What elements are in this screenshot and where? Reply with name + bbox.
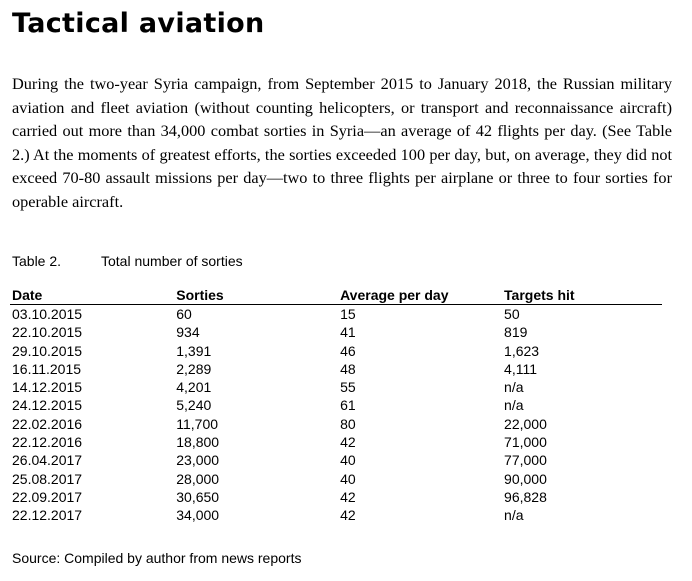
cell-date: 16.11.2015 <box>12 360 82 377</box>
cell-date: 22.02.2016 <box>12 415 83 432</box>
cell-average-per-day: 41 <box>340 324 356 341</box>
table-row: 16.11.2015 2,289 48 4,111 <box>10 360 662 378</box>
table-row: 22.12.2017 34,000 42 n/a <box>10 506 662 524</box>
cell-date: 22.12.2016 <box>12 434 83 451</box>
cell-date: 29.10.2015 <box>12 342 83 359</box>
cell-date: 14.12.2015 <box>12 379 83 396</box>
page-title: Tactical aviation <box>12 8 265 39</box>
cell-sorties: 934 <box>176 324 200 341</box>
cell-targets-hit: 77,000 <box>504 452 547 469</box>
cell-targets-hit: n/a <box>504 397 524 414</box>
cell-targets-hit: n/a <box>504 507 524 524</box>
cell-sorties: 60 <box>176 306 192 322</box>
cell-sorties: 18,800 <box>176 434 220 451</box>
cell-targets-hit: n/a <box>504 379 524 396</box>
cell-average-per-day: 46 <box>340 342 356 359</box>
source-note: Source: Compiled by author from news rep… <box>12 550 302 566</box>
cell-sorties: 2,289 <box>176 360 212 377</box>
cell-targets-hit: 4,111 <box>504 360 537 377</box>
header-targets-hit: Targets hit <box>502 287 662 305</box>
table-row: 24.12.2015 5,240 61 n/a <box>10 396 662 414</box>
cell-date: 03.10.2015 <box>12 306 83 322</box>
table-row: 25.08.2017 28,000 40 90,000 <box>10 470 662 488</box>
cell-average-per-day: 15 <box>340 306 356 322</box>
cell-average-per-day: 40 <box>340 470 356 487</box>
cell-average-per-day: 61 <box>340 397 356 414</box>
header-average-per-day: Average per day <box>338 287 503 305</box>
body-paragraph: During the two-year Syria campaign, from… <box>12 74 672 211</box>
table-row: 22.12.2016 18,800 42 71,000 <box>10 433 662 451</box>
cell-date: 22.12.2017 <box>12 507 83 524</box>
cell-sorties: 11,700 <box>176 415 219 432</box>
cell-date: 22.10.2015 <box>12 324 83 341</box>
cell-date: 26.04.2017 <box>12 452 83 469</box>
header-sorties: Sorties <box>174 287 339 305</box>
table-row: 22.09.2017 30,650 42 96,828 <box>10 488 662 506</box>
cell-date: 24.12.2015 <box>12 397 83 414</box>
cell-average-per-day: 42 <box>340 488 356 505</box>
cell-average-per-day: 40 <box>340 452 356 469</box>
cell-average-per-day: 48 <box>340 360 356 377</box>
cell-date: 25.08.2017 <box>12 470 83 487</box>
table-row: 29.10.2015 1,391 46 1,623 <box>10 342 662 360</box>
table-row: 26.04.2017 23,000 40 77,000 <box>10 451 662 469</box>
cell-average-per-day: 42 <box>340 434 356 451</box>
cell-sorties: 28,000 <box>176 470 220 487</box>
header-date: Date <box>10 287 175 305</box>
table-caption-title: Total number of sorties <box>101 253 243 269</box>
table-row: 22.02.2016 11,700 80 22,000 <box>10 415 662 433</box>
cell-targets-hit: 1,623 <box>504 342 540 359</box>
table-row: 03.10.2015 60 15 50 <box>10 305 662 324</box>
table-row: 22.10.2015 934 41 819 <box>10 323 662 341</box>
table-caption-number: Table 2. <box>12 253 62 269</box>
cell-targets-hit: 71,000 <box>504 434 547 451</box>
table-row: 14.12.2015 4,201 55 n/a <box>10 378 662 396</box>
cell-targets-hit: 22,000 <box>504 415 547 432</box>
cell-sorties: 30,650 <box>176 488 220 505</box>
cell-sorties: 23,000 <box>176 452 220 469</box>
cell-average-per-day: 80 <box>340 415 356 432</box>
cell-targets-hit: 819 <box>504 324 528 341</box>
cell-sorties: 4,201 <box>176 379 212 396</box>
cell-targets-hit: 96,828 <box>504 488 547 505</box>
cell-average-per-day: 55 <box>340 379 356 396</box>
table-caption: Table 2. Total number of sorties <box>12 252 243 270</box>
cell-targets-hit: 50 <box>504 306 520 322</box>
cell-sorties: 5,240 <box>176 397 212 414</box>
table-header-row: Date Sorties Average per day Targets hit <box>10 287 662 305</box>
cell-average-per-day: 42 <box>340 507 356 524</box>
cell-sorties: 1,391 <box>176 342 212 359</box>
cell-targets-hit: 90,000 <box>504 470 547 487</box>
cell-sorties: 34,000 <box>176 507 220 524</box>
sorties-table: Date Sorties Average per day Targets hit… <box>10 287 662 525</box>
cell-date: 22.09.2017 <box>12 488 83 505</box>
